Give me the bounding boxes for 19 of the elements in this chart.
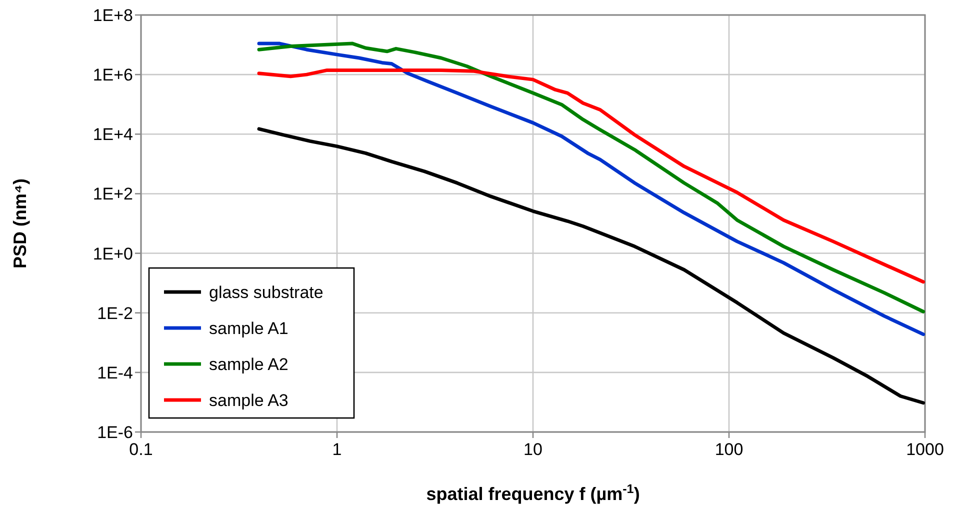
- y-tick-label: 1E-2: [97, 304, 133, 323]
- y-tick-label: 1E-6: [97, 423, 133, 442]
- y-axis-title: PSD (nm⁴): [10, 178, 30, 268]
- y-tick-label: 1E+6: [92, 66, 133, 85]
- y-tick-label: 1E+4: [92, 125, 133, 144]
- y-tick-label: 1E+0: [92, 244, 133, 264]
- legend-label: sample A1: [209, 319, 288, 338]
- legend-label: sample A3: [209, 391, 288, 410]
- x-axis-title: spatial frequency f (µm$^{-1}$): [426, 482, 640, 504]
- x-tick-label: 100: [714, 440, 744, 459]
- x-tick-label: 1: [332, 440, 342, 459]
- legend-label: glass substrate: [209, 283, 324, 302]
- legend-label: sample A2: [209, 355, 288, 374]
- x-tick-label: 1000: [906, 440, 944, 459]
- y-tick-label: 1E+8: [92, 6, 133, 25]
- x-tick-label: 0.1: [129, 440, 153, 459]
- x-tick-label: 10: [524, 440, 542, 459]
- y-tick-label: 1E-4: [97, 363, 133, 382]
- y-tick-label: 1E+2: [92, 184, 133, 204]
